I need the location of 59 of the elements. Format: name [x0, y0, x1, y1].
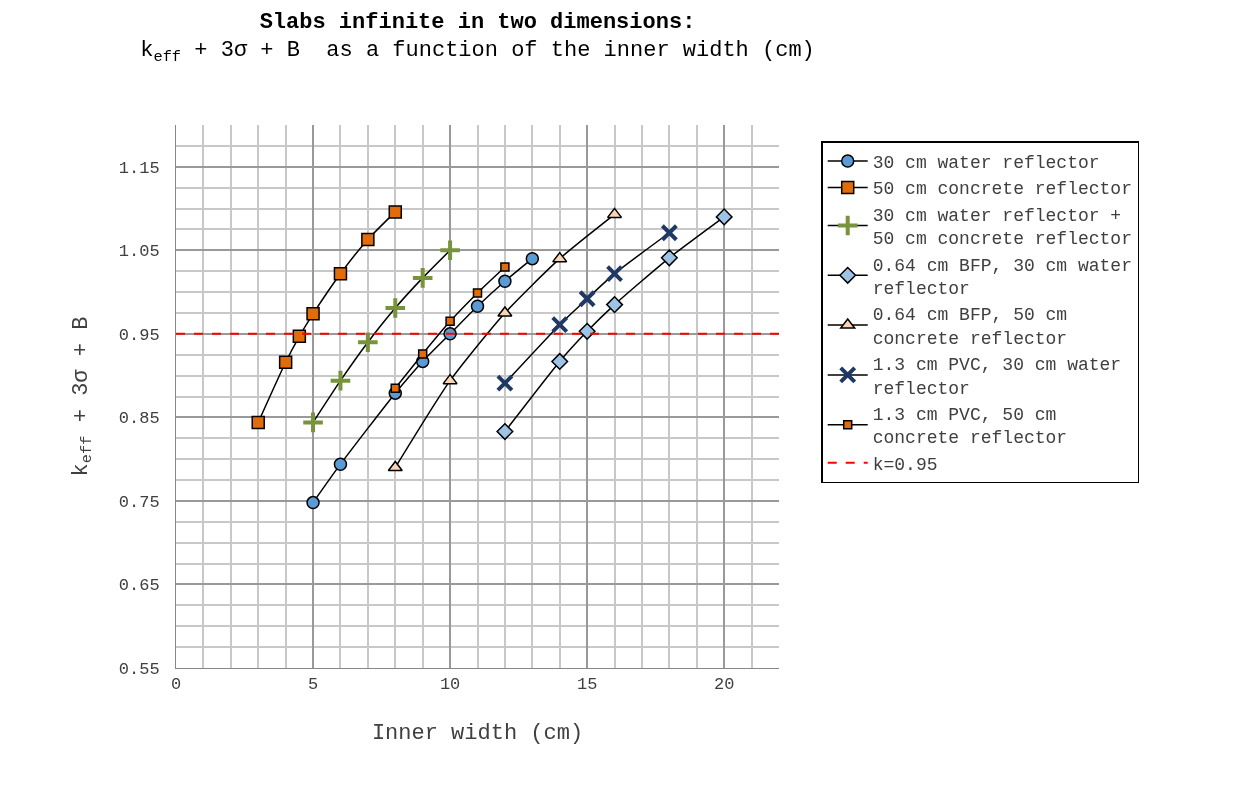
point: [550, 315, 569, 334]
y-tick-label: 0.85: [118, 409, 160, 429]
point: [470, 299, 485, 314]
legend-label: 1.3 cm PVC, 30 cm water reflector: [872, 355, 1122, 399]
legend-label: 30 cm water reflector + 50 cm concrete reflector: [872, 205, 1132, 250]
point: [500, 262, 510, 272]
point: [306, 307, 320, 321]
point: [660, 249, 678, 267]
point: [578, 322, 596, 340]
point: [417, 349, 428, 359]
x-axis-title: Inner width (cm): [371, 721, 584, 747]
point: [301, 410, 325, 435]
point: [306, 495, 320, 510]
point: [715, 208, 733, 226]
point: [356, 330, 380, 354]
x-tick-label: 15: [576, 675, 598, 695]
point: [333, 266, 348, 281]
point: [495, 374, 514, 393]
point: [606, 207, 623, 219]
point: [361, 232, 375, 247]
point: [383, 296, 408, 320]
legend-label: 50 cm concrete reflector: [872, 179, 1132, 200]
point: [333, 457, 348, 471]
point: [472, 288, 483, 298]
point: [525, 251, 540, 266]
point: [251, 415, 265, 430]
point: [388, 205, 403, 219]
point: [328, 368, 353, 393]
point: [551, 352, 569, 370]
point: [410, 266, 435, 290]
point: [606, 296, 624, 314]
x-tick-label: 10: [439, 675, 461, 695]
legend-label: 0.64 cm BFP, 50 cm concrete reflector: [872, 305, 1068, 349]
legend-label: 30 cm water reflector: [872, 153, 1100, 174]
point: [578, 289, 597, 308]
point: [660, 223, 679, 242]
legend-label: 0.64 cm BFP, 30 cm water reflector: [872, 255, 1132, 300]
point: [496, 423, 514, 441]
y-tick-label: 1.05: [118, 242, 160, 262]
x-tick-label: 0: [170, 675, 182, 695]
point: [552, 251, 568, 263]
point: [605, 264, 624, 283]
point: [498, 274, 512, 288]
y-tick-label: 0.95: [118, 325, 160, 345]
point: [442, 373, 458, 385]
point: [445, 316, 455, 327]
chart-subtitle: k$_{eff}$ + 3σ + B as a function of the inner width (cm): [140, 38, 815, 67]
chart-title: Slabs infinite in two dimensions:: [259, 9, 696, 35]
legend-label: k=0.95: [872, 454, 938, 475]
x-tick-label: 20: [713, 675, 735, 695]
y-tick-label: 1.15: [118, 158, 160, 178]
point: [278, 355, 293, 369]
point: [390, 383, 401, 393]
y-tick-label: 0.75: [118, 492, 160, 512]
point: [387, 460, 403, 472]
x-tick-label: 5: [307, 675, 319, 695]
y-tick-label: 0.65: [118, 576, 160, 596]
point: [438, 238, 462, 263]
y-tick-label: 0.55: [118, 659, 160, 679]
